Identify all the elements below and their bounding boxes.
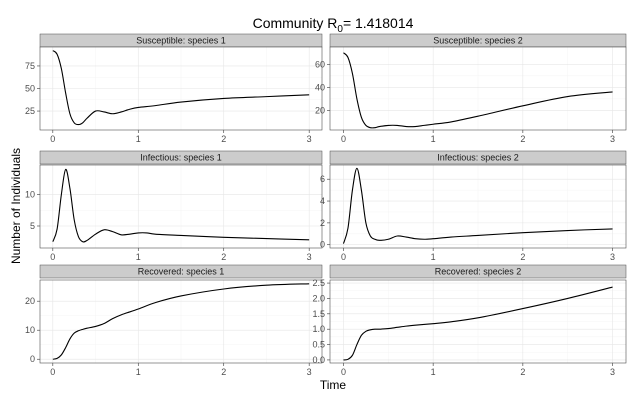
y-tick-label: 75	[25, 61, 35, 71]
x-tick-label: 1	[431, 134, 436, 144]
facet-panel: Susceptible: species 2 0 1 2 3 20 40 60	[315, 33, 627, 144]
y-tick-label: 6	[320, 174, 325, 184]
x-tick-label: 2	[520, 252, 525, 262]
x-tick-label: 3	[610, 134, 615, 144]
panel-border	[329, 164, 627, 249]
panel-border	[39, 164, 323, 249]
y-tick-label: 0.5	[312, 340, 325, 350]
panel-border	[39, 279, 323, 364]
facet-panel: Infectious: species 2 0 1 2 3 0 2 4 6	[320, 150, 627, 262]
y-tick-label: 5	[30, 221, 35, 231]
x-tick-label: 3	[307, 134, 312, 144]
facet-strip-label: Infectious: species 2	[437, 153, 519, 163]
facet-panel: Recovered: species 1 0 1 2 3 0 10 20	[25, 264, 323, 377]
series-line	[343, 286, 613, 361]
y-tick-label: 4	[320, 196, 325, 206]
series-line	[343, 52, 613, 129]
y-tick-label: 0	[30, 354, 35, 364]
y-tick-label: 10	[25, 325, 35, 335]
series-line	[52, 283, 310, 360]
facet-strip	[39, 150, 323, 165]
panel-border	[329, 46, 627, 131]
y-tick-label: 25	[25, 106, 35, 116]
x-axis-title: Time	[320, 378, 347, 392]
x-tick-label: 0	[341, 134, 346, 144]
x-tick-label: 3	[307, 367, 312, 377]
y-tick-label: 0.0	[312, 355, 325, 365]
facet-strip-label: Infectious: species 1	[140, 153, 222, 163]
x-tick-label: 3	[610, 367, 615, 377]
x-tick-label: 1	[136, 367, 141, 377]
x-tick-label: 3	[307, 252, 312, 262]
x-tick-label: 0	[50, 134, 55, 144]
x-tick-label: 2	[221, 134, 226, 144]
facet-panel: Susceptible: species 1 0 1 2 3 25 50 75	[25, 33, 323, 144]
x-tick-label: 1	[431, 367, 436, 377]
facet-panel: Recovered: species 2 0 1 2 3 0.0 0.5 1.0 1.5 2.0 2…	[312, 264, 627, 377]
x-tick-label: 2	[221, 367, 226, 377]
panels-layer: Susceptible: species 10 1 2 3255075Suscepti…	[25, 33, 627, 377]
chart-title: Community R0= 1.418014	[253, 15, 414, 35]
panel-border	[39, 46, 323, 131]
x-tick-label: 0	[341, 367, 346, 377]
facet-strip-label: Susceptible: species 2	[433, 36, 523, 46]
x-tick-label: 0	[50, 252, 55, 262]
x-tick-label: 1	[136, 134, 141, 144]
facet-strip	[39, 264, 323, 279]
facet-panel: Infectious: species 1 0 1 2 3 5 10	[25, 150, 323, 262]
y-tick-label: 2	[320, 218, 325, 228]
x-tick-label: 0	[341, 252, 346, 262]
y-tick-label: 1.0	[312, 324, 325, 334]
series-line	[52, 168, 310, 243]
y-tick-label: 40	[315, 82, 325, 92]
y-tick-label: 50	[25, 84, 35, 94]
y-tick-label: 2.5	[312, 278, 325, 288]
x-tick-label: 2	[520, 134, 525, 144]
x-tick-label: 1	[136, 252, 141, 262]
panel-border	[329, 279, 627, 364]
series-line	[342, 167, 613, 244]
y-tick-label: 10	[25, 190, 35, 200]
facet-strip	[329, 150, 627, 165]
x-tick-label: 2	[221, 252, 226, 262]
y-tick-label: 20	[315, 105, 325, 115]
x-tick-label: 1	[431, 252, 436, 262]
facet-strip-label: Recovered: species 1	[138, 267, 225, 277]
y-axis-title: Number of Individuals	[9, 148, 23, 264]
y-tick-label: 20	[25, 296, 35, 306]
y-tick-label: 60	[315, 59, 325, 69]
y-tick-label: 0	[320, 240, 325, 250]
x-tick-label: 3	[610, 252, 615, 262]
facet-strip-label: Susceptible: species 1	[136, 36, 226, 46]
y-tick-label: 2.0	[312, 293, 325, 303]
x-tick-label: 0	[50, 367, 55, 377]
facet-strip-label: Recovered: species 2	[435, 267, 522, 277]
series-line	[52, 50, 310, 126]
facet-strip	[329, 264, 627, 279]
x-tick-label: 2	[520, 367, 525, 377]
y-tick-label: 1.5	[312, 309, 325, 319]
